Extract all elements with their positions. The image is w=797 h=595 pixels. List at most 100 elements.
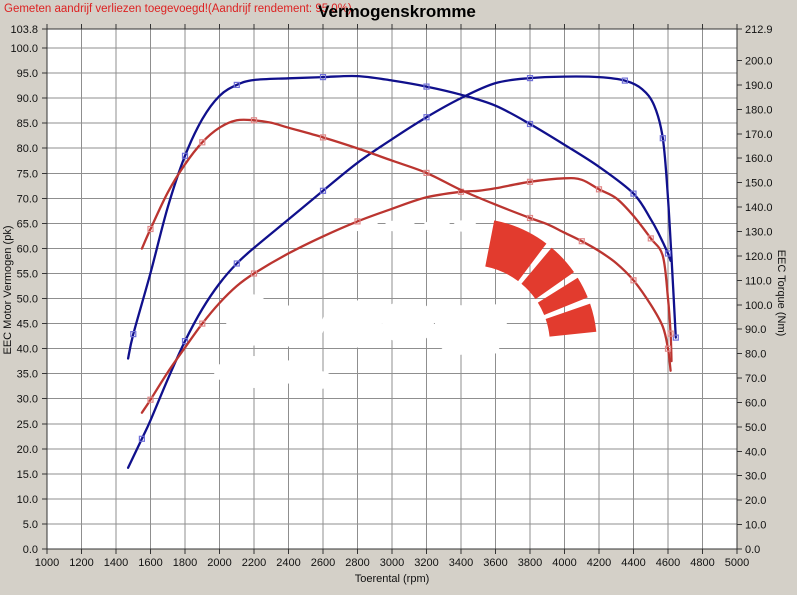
right-tick-label: 0.0 xyxy=(745,544,760,556)
right-tick-label: 100.0 xyxy=(745,300,773,312)
x-tick-label: 3600 xyxy=(483,557,507,569)
left-tick-label: 15.0 xyxy=(17,469,38,481)
left-axis-title: EEC Motor Vermogen (pk) xyxy=(2,226,14,355)
data-marker-torque-original-red xyxy=(664,345,672,352)
right-tick-label: 120.0 xyxy=(745,251,773,263)
data-marker-power-tuned-blue xyxy=(138,435,145,442)
watermark-blob xyxy=(351,220,379,232)
left-tick-label: 103.8 xyxy=(10,24,38,36)
watermark-blob xyxy=(224,288,252,312)
right-axis-title: EEC Torque (Nm) xyxy=(775,250,787,337)
right-tick-label: 140.0 xyxy=(745,202,773,214)
watermark-blob xyxy=(384,220,416,232)
x-tick-label: 2800 xyxy=(345,557,369,569)
data-marker-torque-tuned-blue xyxy=(664,250,672,257)
left-tick-label: 100.0 xyxy=(10,43,38,55)
right-tick-label: 20.0 xyxy=(745,495,766,507)
watermark-blob xyxy=(272,304,324,348)
watermark-blob xyxy=(453,220,477,232)
x-tick-label: 4400 xyxy=(621,557,645,569)
right-tick-label: 110.0 xyxy=(745,275,772,287)
chart-title: Vermogenskromme xyxy=(318,2,476,21)
data-marker-power-tuned-blue xyxy=(233,260,240,267)
right-tick-label: 212.9 xyxy=(745,24,773,36)
dyno-curves xyxy=(126,73,679,469)
watermark-text-blobs xyxy=(214,220,507,390)
data-marker-torque-original-red xyxy=(147,225,154,233)
data-marker-power-original-red xyxy=(147,396,154,403)
watermark-blob xyxy=(214,356,302,388)
x-tick-label: 2000 xyxy=(207,557,231,569)
data-marker-torque-tuned-blue xyxy=(130,331,137,338)
x-tick-label: 3400 xyxy=(449,557,473,569)
data-marker-torque-tuned-blue xyxy=(630,190,637,197)
x-tick-label: 4200 xyxy=(587,557,611,569)
right-tick-label: 180.0 xyxy=(745,104,773,116)
left-tick-label: 0.0 xyxy=(23,544,38,556)
left-tick-label: 30.0 xyxy=(17,394,38,406)
x-tick-label: 4600 xyxy=(656,557,680,569)
data-marker-power-tuned-blue xyxy=(659,135,666,142)
x-tick-label: 3200 xyxy=(414,557,438,569)
data-marker-power-tuned-blue xyxy=(423,114,430,121)
curve-power-original-red xyxy=(140,176,673,414)
right-tick-label: 50.0 xyxy=(745,422,766,434)
right-tick-label: 70.0 xyxy=(745,373,766,385)
axis-tick-labels: 1000 1200 1400 1600 1800 2000 2200 2400 2600 2800… xyxy=(10,24,772,569)
gauge-fan-segment xyxy=(485,220,547,282)
x-tick-label: 2400 xyxy=(276,557,300,569)
data-marker-torque-tuned-blue xyxy=(233,81,240,89)
right-tick-label: 90.0 xyxy=(745,324,766,336)
data-marker-torque-tuned-blue xyxy=(181,152,189,159)
axis-ticks xyxy=(42,24,742,554)
data-marker-torque-tuned-blue xyxy=(319,73,327,81)
watermark-blob xyxy=(423,220,451,232)
left-tick-label: 80.0 xyxy=(17,143,38,155)
right-tick-label: 30.0 xyxy=(745,471,766,483)
right-tick-label: 200.0 xyxy=(745,56,773,68)
right-tick-label: 170.0 xyxy=(745,129,773,141)
data-marker-power-tuned-blue xyxy=(181,338,189,345)
data-marker-power-original-red xyxy=(354,218,361,225)
x-tick-label: 1600 xyxy=(138,557,162,569)
left-tick-label: 65.0 xyxy=(17,218,38,230)
curve-torque-tuned-blue xyxy=(126,74,672,360)
watermark-gauge-fan-icon xyxy=(485,220,597,337)
curve-power-tuned-blue xyxy=(126,75,677,469)
data-marker-torque-original-red xyxy=(199,139,206,146)
data-marker-power-original-red xyxy=(647,235,654,242)
x-tick-label: 4800 xyxy=(690,557,714,569)
watermark xyxy=(214,220,597,390)
left-tick-label: 85.0 xyxy=(17,118,38,130)
right-tick-label: 190.0 xyxy=(745,80,773,92)
right-tick-label: 160.0 xyxy=(745,153,773,165)
left-tick-label: 10.0 xyxy=(17,494,38,506)
data-marker-torque-original-red xyxy=(578,238,585,245)
x-tick-label: 2200 xyxy=(242,557,266,569)
x-tick-label: 4000 xyxy=(552,557,576,569)
left-tick-label: 35.0 xyxy=(17,369,38,381)
x-tick-label: 5000 xyxy=(725,557,749,569)
data-marker-power-original-red xyxy=(595,186,603,193)
data-marker-torque-original-red xyxy=(526,214,534,222)
right-tick-label: 40.0 xyxy=(745,446,766,458)
x-tick-label: 2600 xyxy=(311,557,335,569)
left-tick-label: 75.0 xyxy=(17,168,38,180)
grid-lines xyxy=(47,29,737,549)
watermark-blob xyxy=(456,331,500,359)
data-marker-torque-original-red xyxy=(250,117,258,124)
right-tick-label: 130.0 xyxy=(745,226,773,238)
data-marker-power-original-red xyxy=(526,178,534,185)
curve-torque-original-red xyxy=(140,118,672,372)
right-tick-label: 150.0 xyxy=(745,178,773,190)
left-tick-label: 20.0 xyxy=(17,444,38,456)
watermark-blob xyxy=(382,299,434,345)
data-marker-torque-tuned-blue xyxy=(423,83,430,90)
watermark-blob xyxy=(322,300,382,348)
left-tick-label: 90.0 xyxy=(17,93,38,105)
left-tick-label: 55.0 xyxy=(17,268,38,280)
data-marker-torque-original-red xyxy=(630,277,637,284)
data-marker-power-tuned-blue xyxy=(621,77,629,84)
x-tick-label: 1000 xyxy=(35,557,59,569)
left-tick-label: 25.0 xyxy=(17,419,38,431)
